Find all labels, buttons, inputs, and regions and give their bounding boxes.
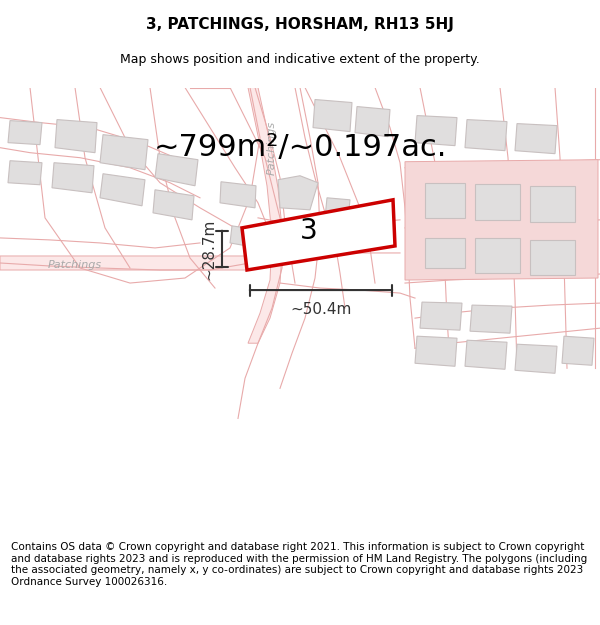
Polygon shape: [515, 344, 557, 373]
Polygon shape: [562, 336, 594, 365]
Polygon shape: [8, 161, 42, 185]
Polygon shape: [465, 340, 507, 369]
Polygon shape: [415, 336, 457, 366]
Polygon shape: [153, 190, 194, 220]
Polygon shape: [530, 240, 575, 275]
Polygon shape: [470, 305, 512, 333]
Polygon shape: [425, 182, 465, 218]
Text: 3: 3: [301, 217, 318, 245]
Polygon shape: [8, 121, 42, 144]
Polygon shape: [100, 174, 145, 206]
Polygon shape: [465, 119, 507, 151]
Polygon shape: [325, 198, 350, 220]
Text: 3, PATCHINGS, HORSHAM, RH13 5HJ: 3, PATCHINGS, HORSHAM, RH13 5HJ: [146, 18, 454, 32]
Polygon shape: [155, 154, 198, 186]
Polygon shape: [530, 186, 575, 222]
Text: ~50.4m: ~50.4m: [290, 302, 352, 317]
Polygon shape: [405, 160, 598, 280]
Text: Patchings: Patchings: [48, 260, 102, 270]
Polygon shape: [475, 184, 520, 220]
Polygon shape: [220, 182, 256, 208]
Polygon shape: [0, 256, 255, 270]
Polygon shape: [230, 226, 260, 248]
Text: Map shows position and indicative extent of the property.: Map shows position and indicative extent…: [120, 54, 480, 66]
Text: Patchings: Patchings: [267, 121, 277, 175]
Text: ~28.7m: ~28.7m: [201, 218, 216, 279]
Polygon shape: [100, 134, 148, 170]
Polygon shape: [515, 124, 557, 154]
Text: ~799m²/~0.197ac.: ~799m²/~0.197ac.: [154, 133, 446, 162]
Polygon shape: [355, 106, 390, 137]
Polygon shape: [415, 116, 457, 146]
Polygon shape: [52, 162, 94, 192]
Polygon shape: [420, 302, 462, 330]
Text: Contains OS data © Crown copyright and database right 2021. This information is : Contains OS data © Crown copyright and d…: [11, 542, 587, 587]
Polygon shape: [242, 200, 395, 270]
Polygon shape: [475, 238, 520, 273]
Polygon shape: [55, 119, 97, 152]
Polygon shape: [278, 176, 318, 210]
Polygon shape: [425, 238, 465, 268]
Polygon shape: [313, 99, 352, 132]
Polygon shape: [248, 88, 283, 343]
